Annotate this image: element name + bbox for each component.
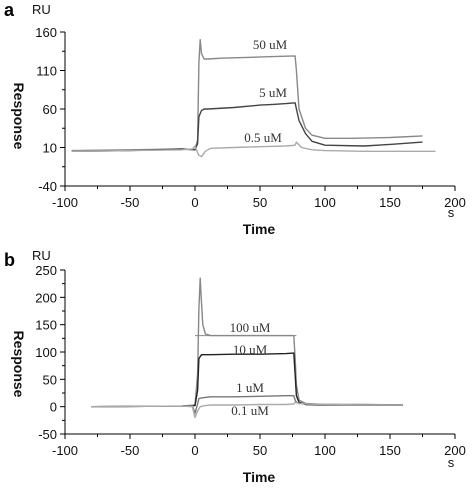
panel-a-y-tick-label: 110 [36, 64, 57, 79]
panel-b-y-tick-label: 0 [50, 400, 57, 415]
panel-b-x-tick-label: -100 [52, 443, 78, 458]
panel-a-label: a [4, 0, 15, 20]
panel-b-y-tick-label: 150 [35, 318, 57, 333]
panel-b-y-tick-label: -50 [38, 427, 57, 442]
panel-a-x-unit: s [448, 205, 455, 220]
panel-b-y-tick-label: 100 [35, 345, 57, 360]
panel-a-y-tick-label: 60 [43, 102, 57, 117]
panel-b-annotation: 100 uM [230, 320, 271, 335]
panel-b-x-unit: s [448, 455, 455, 470]
panel-b-label: b [4, 250, 15, 270]
panel-a-y-axis-title: Response [11, 83, 27, 150]
panel-a-x-tick-label: 50 [253, 195, 267, 210]
panel-b-x-tick-label: 0 [191, 443, 198, 458]
panel-a-x-tick-label: 200 [444, 195, 466, 210]
panel-b-y-unit: RU [32, 248, 51, 263]
panel-a-annotation: 0.5 uM [244, 130, 282, 145]
panel-b-y-axis-title: Response [11, 331, 27, 398]
panel-a-x-tick-label: 0 [191, 195, 198, 210]
panel-b-x-tick-label: 50 [253, 443, 267, 458]
panel-b-x-tick-label: 200 [444, 443, 466, 458]
panel-b-x-tick-label: 100 [314, 443, 336, 458]
panel-a-y-tick-label: 160 [35, 25, 57, 40]
panel-a-y-tick-label: 10 [43, 141, 57, 156]
panel-a-y-tick-label: -40 [38, 179, 57, 194]
panel-b-annotation: 1 uM [236, 380, 264, 395]
panel-a-series-5-um-line [71, 102, 423, 152]
panel-a-x-tick-label: 150 [379, 195, 401, 210]
panel-b-x-tick-label: 150 [379, 443, 401, 458]
panel-a-x-axis-title: Time [243, 221, 276, 237]
panel-b-annotation: 10 uM [233, 342, 268, 357]
panel-b-annotation: 0.1 uM [231, 403, 269, 418]
panel-a-x-tick-label: -100 [52, 195, 78, 210]
panel-a-x-tick-label: 100 [314, 195, 336, 210]
panel-a-series-50-um-line [71, 39, 423, 152]
panel-a-annotation: 5 uM [259, 85, 287, 100]
panel-b-y-tick-label: 250 [35, 263, 57, 278]
panel-b-x-axis-title: Time [243, 469, 276, 485]
panel-b-x-tick-label: -50 [121, 443, 140, 458]
panel-b-y-tick-label: 50 [43, 372, 57, 387]
panel-a-annotation: 50 uM [253, 37, 288, 52]
panel-b-y-tick-label: 200 [35, 290, 57, 305]
panel-a-y-unit: RU [32, 2, 51, 17]
panel-a-x-tick-label: -50 [121, 195, 140, 210]
panel-a-series-0-5-um-line [71, 141, 436, 158]
panel-b-series-0-1-um-line [90, 401, 403, 419]
